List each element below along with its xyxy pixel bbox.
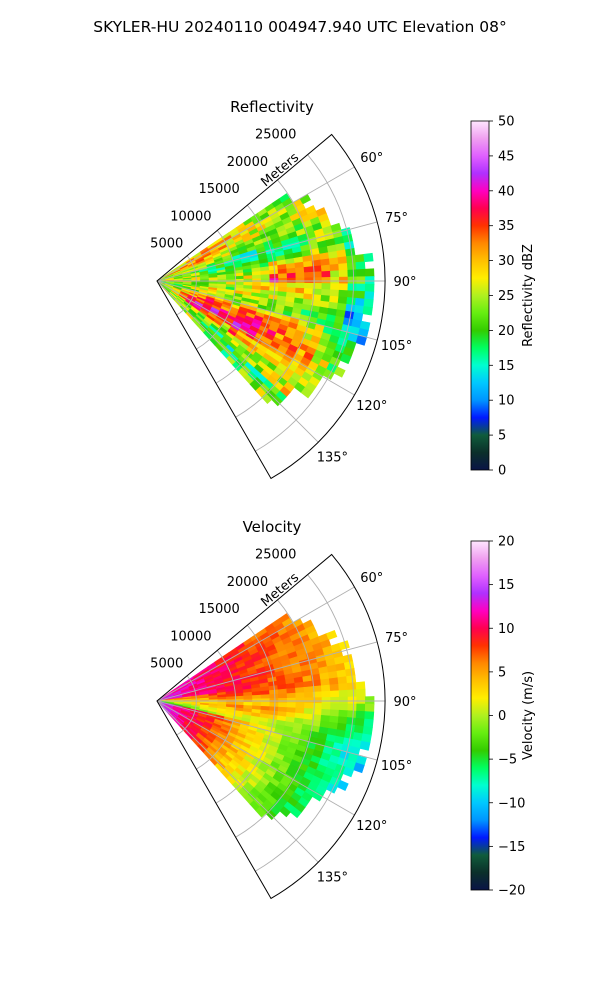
colorbar-tick-label: 5 xyxy=(498,665,506,680)
angle-tick-label: 120° xyxy=(356,819,387,834)
radial-tick-label: 20000 xyxy=(227,155,268,170)
colorbar-tick-label: −15 xyxy=(498,840,525,855)
azimuth-gridline xyxy=(156,700,355,816)
angle-tick-label: 135° xyxy=(317,450,348,465)
radial-tick-label: 5000 xyxy=(150,657,183,672)
colorbar-tick-label: 20 xyxy=(498,535,515,550)
radial-tick-label: 20000 xyxy=(227,575,268,590)
colorbar-tick-label: 35 xyxy=(498,219,515,234)
radial-tick-label: 25000 xyxy=(255,127,296,142)
colorbar-tick-label: −5 xyxy=(498,753,517,768)
range-ring xyxy=(215,624,276,804)
range-ring xyxy=(235,599,315,838)
polar-plot-0: Reflectivity 5000 10000 15000 20000 25000 60° 7… xyxy=(150,98,536,480)
colorbar-tick-label: 0 xyxy=(498,464,506,479)
colorbar-tick-label: 10 xyxy=(498,394,515,409)
angle-tick-label: 90° xyxy=(393,695,416,710)
azimuth-gridline xyxy=(156,280,319,443)
radial-tick-label: 5000 xyxy=(150,237,183,252)
range-ring xyxy=(215,204,276,384)
radial-tick-label: 10000 xyxy=(170,629,211,644)
plot-title: Velocity xyxy=(243,518,302,536)
azimuth-gridline xyxy=(156,280,355,396)
angle-tick-label: 75° xyxy=(385,631,408,646)
colorbar-tick-label: 5 xyxy=(498,429,506,444)
azimuth-gridline xyxy=(156,221,378,282)
sector-frame xyxy=(156,553,386,900)
range-ring xyxy=(255,574,355,872)
angle-tick-label: 90° xyxy=(393,275,416,290)
azimuth-gridline xyxy=(156,641,378,702)
colorbar-label: Reflectivity dBZ xyxy=(521,244,536,347)
azimuth-gridline xyxy=(156,166,355,282)
colorbar-tick-label: 40 xyxy=(498,184,515,199)
azimuth-gridline xyxy=(156,280,378,341)
azimuth-gridline xyxy=(156,700,378,761)
azimuth-gridline xyxy=(156,586,355,702)
angle-tick-label: 135° xyxy=(317,870,348,885)
range-ring xyxy=(255,154,355,452)
colorbar-tick-label: −20 xyxy=(498,884,525,899)
radial-tick-label: 15000 xyxy=(198,602,239,617)
angle-tick-label: 105° xyxy=(381,759,412,774)
colorbar-tick-label: 15 xyxy=(498,578,515,593)
colorbar-tick-label: 15 xyxy=(498,359,515,374)
colorbar-tick-label: 45 xyxy=(498,149,515,164)
colorbar-tick-label: 25 xyxy=(498,289,515,304)
range-ring xyxy=(196,650,237,770)
colorbar-tick-label: −10 xyxy=(498,796,525,811)
sector-frame xyxy=(156,133,386,480)
range-ring xyxy=(196,230,237,350)
radial-tick-label: 10000 xyxy=(170,209,211,224)
polar-plot-1: Velocity 5000 10000 15000 20000 25000 60° 75° 90… xyxy=(150,518,536,900)
angle-tick-label: 60° xyxy=(360,571,383,586)
colorbar-gradient xyxy=(470,540,490,891)
colorbar-tick-label: 0 xyxy=(498,709,506,724)
azimuth-gridline xyxy=(156,700,319,863)
colorbar-label: Velocity (m/s) xyxy=(521,671,536,760)
range-ring xyxy=(176,255,197,316)
range-ring xyxy=(235,179,315,418)
colorbar-tick-label: 20 xyxy=(498,324,515,339)
colorbar-tick-label: 30 xyxy=(498,254,515,269)
range-ring xyxy=(176,675,197,736)
radial-tick-label: 15000 xyxy=(198,182,239,197)
angle-tick-label: 60° xyxy=(360,151,383,166)
colorbar: −20 −15 −10 −5 0 5 10 15 20 Velocity (m/s) xyxy=(470,535,536,899)
radial-tick-label: 25000 xyxy=(255,547,296,562)
radar-field xyxy=(156,613,375,821)
figure-suptitle: SKYLER-HU 20240110 004947.940 UTC Elevat… xyxy=(93,18,507,36)
colorbar: 0 5 10 15 20 25 30 35 40 45 50 Reflectivity dBZ xyxy=(470,115,536,479)
angle-tick-label: 75° xyxy=(385,211,408,226)
colorbar-gradient xyxy=(470,120,490,471)
plot-title: Reflectivity xyxy=(230,98,314,116)
angle-tick-label: 120° xyxy=(356,399,387,414)
colorbar-tick-label: 10 xyxy=(498,622,515,637)
colorbar-tick-label: 50 xyxy=(498,115,515,130)
angle-tick-label: 105° xyxy=(381,339,412,354)
